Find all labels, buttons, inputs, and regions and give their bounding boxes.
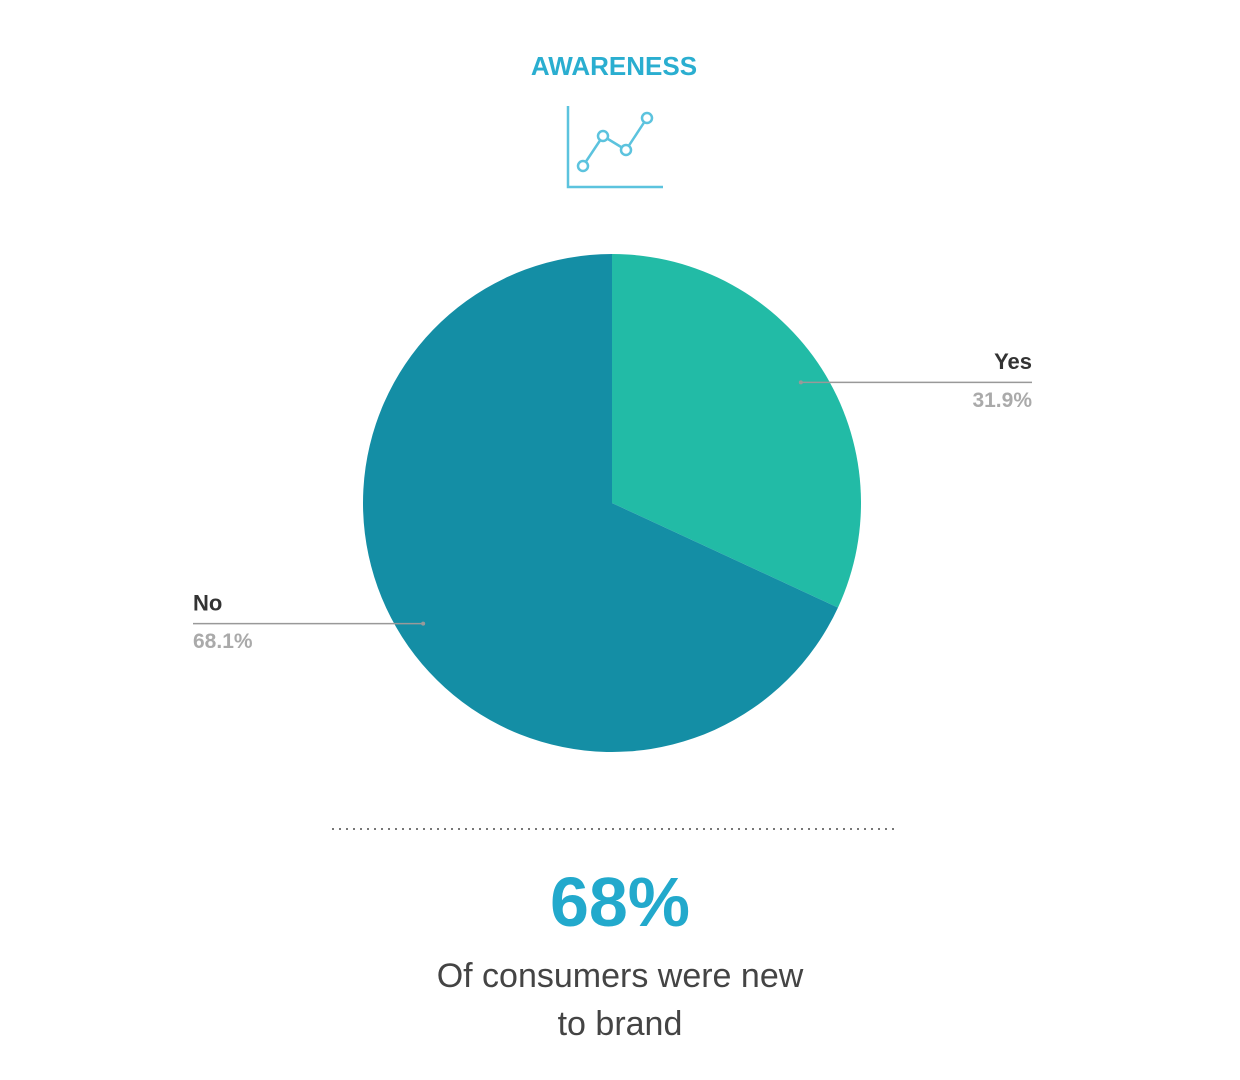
- slice-value: 31.9%: [972, 389, 1032, 412]
- slice-label: Yes: [994, 349, 1032, 374]
- pie-slice: [612, 254, 861, 608]
- stat: 68%: [549, 863, 691, 941]
- leader-dot: [798, 380, 803, 385]
- caption: Of consumers were new to brand: [436, 957, 804, 1043]
- chart-title: AWARENESS: [531, 51, 697, 81]
- leader-dot: [421, 621, 426, 626]
- icon: [566, 106, 663, 189]
- pie-slice: [362, 254, 838, 753]
- slice-label: No: [193, 590, 222, 615]
- slice-value: 68.1%: [193, 630, 253, 653]
